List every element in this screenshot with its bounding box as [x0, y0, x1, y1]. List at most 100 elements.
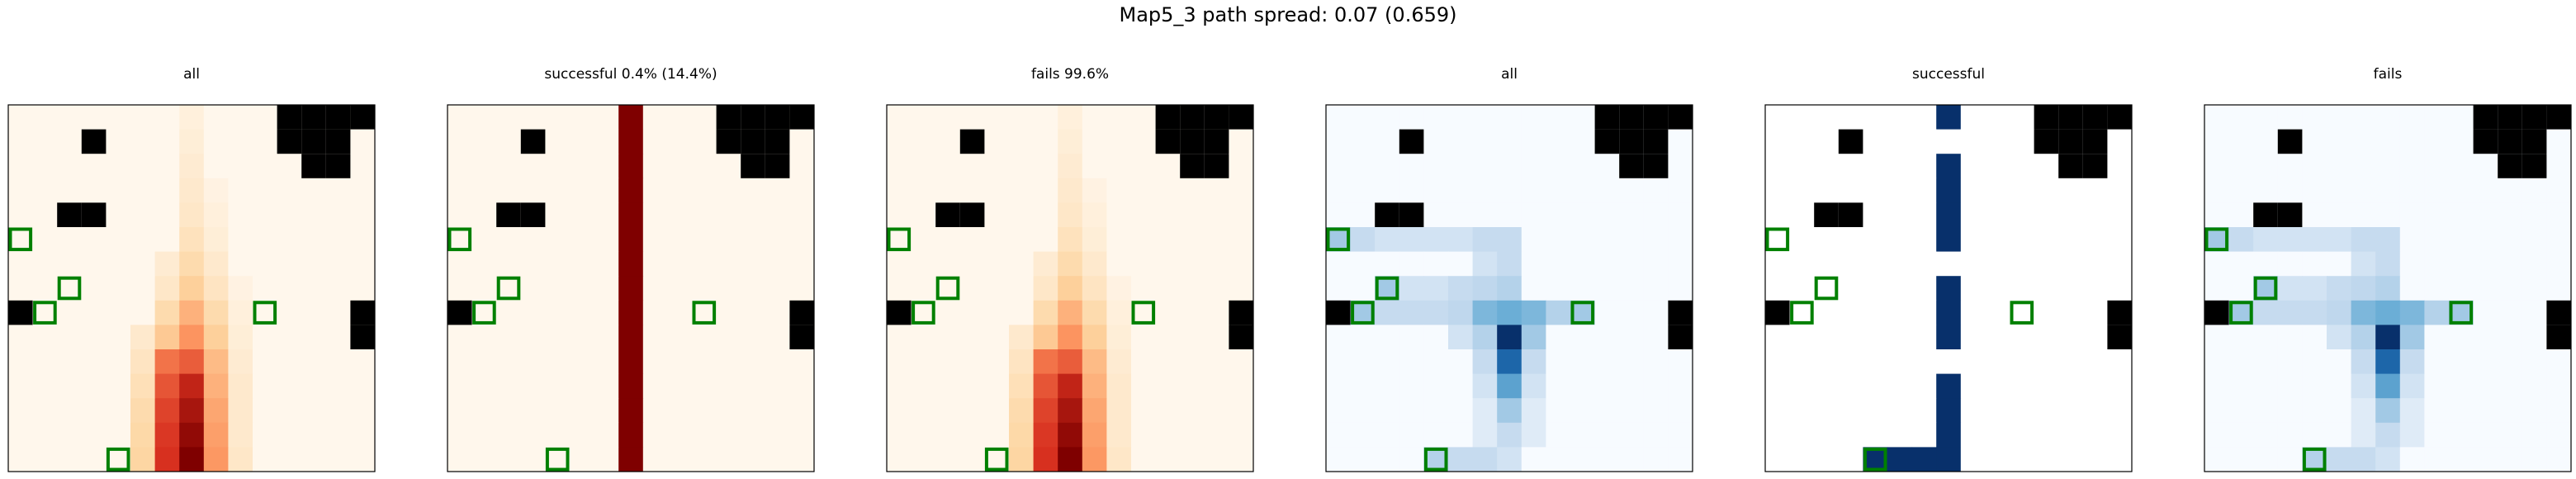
heat-cell: [179, 276, 205, 301]
heat-cell: [496, 276, 522, 301]
heat-cell: [106, 300, 131, 325]
heat-cell: [1180, 300, 1205, 325]
heat-cell: [81, 178, 107, 203]
heat-cell: [2034, 373, 2059, 399]
heat-cell: [765, 178, 790, 203]
heat-cell: [1423, 325, 1449, 350]
heat-cell: [1789, 202, 1815, 228]
heat-cell: [2204, 422, 2230, 448]
heat-cell: [1643, 300, 1669, 325]
heat-cell: [1789, 178, 1815, 203]
heat-cell: [1814, 398, 1840, 424]
obstacle-cell: [2082, 129, 2108, 154]
heat-cell: [618, 202, 644, 228]
heat-cell: [545, 325, 571, 350]
heat-cell: [1668, 349, 1693, 375]
heat-cell: [594, 178, 619, 203]
heat-cell: [2399, 227, 2425, 253]
heat-cell: [1668, 373, 1693, 399]
heat-cell: [667, 325, 693, 350]
heat-cell: [2228, 422, 2254, 448]
heat-cell: [325, 325, 351, 350]
heat-cell: [887, 422, 912, 448]
heat-cell: [301, 251, 327, 277]
panel-frame: [1764, 104, 2133, 472]
heat-cell: [1643, 178, 1669, 203]
heat-cell: [667, 447, 693, 472]
heat-cell: [2351, 349, 2376, 375]
heat-cell: [277, 154, 302, 179]
heat-cell: [2253, 178, 2279, 203]
heat-cell: [667, 349, 693, 375]
heat-cell: [2399, 398, 2425, 424]
obstacle-cell: [2107, 300, 2132, 325]
heat-cell: [301, 276, 327, 301]
heat-cell: [2082, 373, 2108, 399]
heat-cell: [1326, 349, 1352, 375]
heat-cell: [2449, 105, 2474, 130]
heat-cell: [203, 398, 229, 424]
heat-cell: [1960, 300, 1986, 325]
heat-cell: [81, 398, 107, 424]
obstacle-cell: [2082, 154, 2108, 178]
heat-cell: [1765, 422, 1791, 448]
heat-cell: [594, 154, 619, 179]
heat-cell: [1497, 251, 1522, 277]
heat-cell: [1814, 349, 1840, 375]
heat-cell: [179, 398, 205, 424]
heat-cell: [1350, 178, 1376, 203]
heat-cell: [301, 447, 327, 472]
heat-cell: [32, 422, 58, 448]
heat-cell: [1082, 105, 1107, 130]
heat-cell: [1643, 349, 1669, 375]
heat-cell: [106, 154, 131, 179]
heat-cell: [1106, 398, 1132, 424]
heat-cell: [2473, 300, 2498, 325]
heat-cell: [887, 325, 912, 350]
heat-cell: [1229, 178, 1254, 203]
heat-cell: [2546, 251, 2572, 277]
heat-cell: [496, 227, 522, 253]
heat-cell: [2424, 300, 2450, 325]
heat-cell: [1765, 373, 1791, 399]
heat-cell: [57, 422, 83, 448]
heat-cell: [8, 105, 34, 130]
obstacle-cell: [1204, 105, 1229, 130]
heat-cell: [1033, 227, 1058, 253]
heat-cell: [692, 325, 717, 350]
heat-cell: [1082, 202, 1107, 228]
heat-cell: [935, 178, 961, 203]
heat-cell: [2375, 373, 2401, 399]
heat-cell: [2522, 251, 2547, 277]
heat-cell: [154, 447, 180, 472]
heat-cell: [1911, 129, 1937, 154]
heat-cell: [789, 373, 815, 399]
heat-cell: [911, 178, 936, 203]
heat-cell: [2351, 447, 2376, 472]
heat-cell: [2228, 447, 2254, 472]
heat-cell: [496, 105, 522, 130]
heat-cell: [1643, 251, 1669, 277]
heat-cell: [1911, 178, 1937, 203]
heat-cell: [984, 129, 1010, 154]
heat-cell: [1423, 276, 1449, 301]
heat-cell: [1911, 251, 1937, 277]
heat-cell: [1106, 129, 1132, 154]
heat-cell: [935, 251, 961, 277]
heat-cell: [1814, 325, 1840, 350]
heat-cell: [1619, 447, 1645, 472]
heat-cell: [545, 276, 571, 301]
heat-cell: [2228, 300, 2254, 325]
heat-cell: [2228, 105, 2254, 130]
goal-marker: [106, 447, 130, 472]
heat-cell: [1838, 276, 1863, 301]
heat-cell: [1570, 227, 1596, 253]
heat-cell: [2058, 422, 2084, 448]
obstacle-cell: [1643, 154, 1669, 178]
heat-cell: [1131, 227, 1157, 253]
heat-cell: [2302, 202, 2327, 228]
heat-cell: [1204, 202, 1229, 228]
heat-cell: [1521, 447, 1546, 472]
heat-cell: [1350, 422, 1376, 448]
heat-cell: [1326, 422, 1352, 448]
